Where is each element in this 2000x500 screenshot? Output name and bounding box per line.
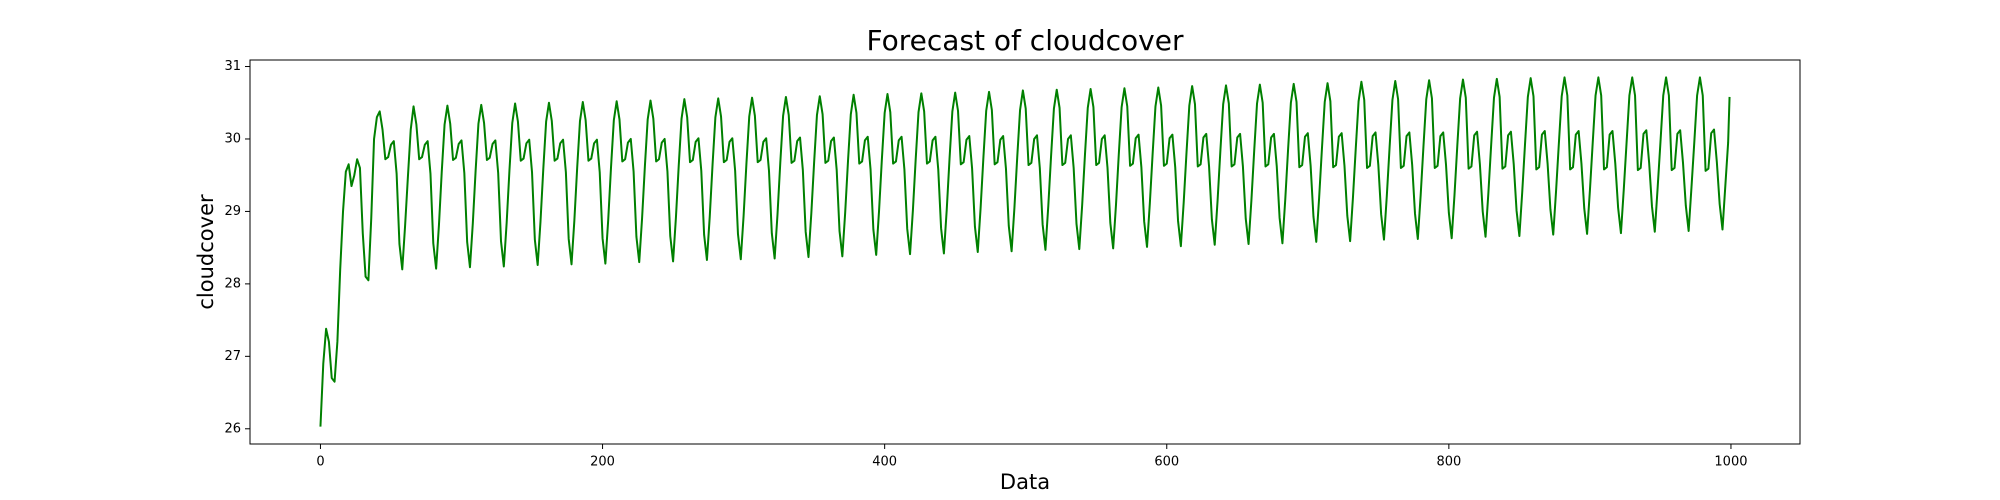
y-tick-label: 26 xyxy=(224,421,241,436)
y-tick-label: 29 xyxy=(224,204,241,219)
x-tick-label: 1000 xyxy=(1714,455,1747,470)
y-tick-label: 27 xyxy=(224,349,241,364)
y-tick-label: 28 xyxy=(224,276,241,291)
chart-title: Forecast of cloudcover xyxy=(867,24,1184,57)
x-tick-label: 0 xyxy=(316,455,324,470)
plot-frame xyxy=(249,59,1801,445)
data-line xyxy=(319,76,1731,427)
x-tick-label: 200 xyxy=(590,455,615,470)
x-tick-label: 400 xyxy=(872,455,897,470)
y-tick-label: 30 xyxy=(224,131,241,146)
y-tick-label: 31 xyxy=(224,59,241,74)
x-axis-label: Data xyxy=(1000,470,1050,494)
y-axis-label: cloudcover xyxy=(194,194,218,310)
x-tick-label: 600 xyxy=(1154,455,1179,470)
x-tick-label: 800 xyxy=(1436,455,1461,470)
